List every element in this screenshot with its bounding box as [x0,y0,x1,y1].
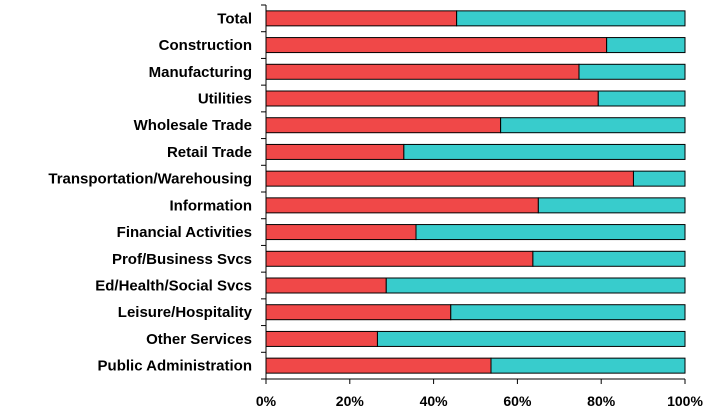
category-labels: Total Construction Manufacturing Utilities W… [48,10,252,374]
x-tick-label: 80% [587,393,616,409]
category-label: Transportation/Warehousing [48,171,252,188]
bar-segment-1-leisure-hospitality [265,304,452,321]
bar-segment-1-retail-trade [265,143,405,160]
category-label: Financial Activities [117,224,252,241]
x-tick-label: 20% [336,393,365,409]
bar-segment-2-utilities [597,90,686,107]
bar-segment-1-financial-activities [265,224,417,241]
category-label: Construction [159,37,252,54]
bar-segment-1-prof-business-svcs [265,250,534,267]
bar-segment-2-prof-business-svcs [532,250,686,267]
x-tick-label: 60% [503,393,532,409]
bar-segment-2-public-administration [490,357,686,374]
bar-segment-1-utilities [265,90,599,107]
x-axis: 0% 20% 40% 60% 80% 100% [256,4,703,409]
bar-segment-2-total [456,10,686,27]
category-label: Ed/Health/Social Svcs [95,278,252,295]
category-label: Leisure/Hospitality [118,304,253,321]
bars-group [265,10,686,374]
x-tick-label: 0% [256,393,277,409]
bar-segment-1-public-administration [265,357,492,374]
bar-segment-1-manufacturing [265,63,580,80]
bar-segment-1-wholesale-trade [265,117,502,134]
category-label: Utilities [198,91,252,108]
x-tick-label: 40% [420,393,449,409]
category-label: Information [170,197,253,214]
category-label: Wholesale Trade [134,117,252,134]
bar-segment-2-information [537,197,686,214]
bar-segment-2-manufacturing [578,63,686,80]
bar-segment-1-construction [265,37,608,54]
bar-segment-2-wholesale-trade [500,117,686,134]
category-label: Prof/Business Svcs [112,251,252,268]
bar-segment-2-leisure-hospitality [450,304,686,321]
bar-segment-2-ed-health-social-svcs [385,277,686,294]
bar-segment-2-transportation-warehousing [632,170,686,187]
category-label: Manufacturing [149,64,252,81]
bar-segment-1-transportation-warehousing [265,170,634,187]
bar-segment-1-ed-health-social-svcs [265,277,387,294]
bar-segment-2-construction [606,37,686,54]
x-tick-label: 100% [667,393,703,409]
bar-segment-1-total [265,10,458,27]
bar-segment-1-other-services [265,330,378,347]
category-label: Public Administration [98,358,252,375]
bar-segment-2-retail-trade [403,143,686,160]
bar-segment-2-financial-activities [415,224,686,241]
category-label: Total [217,10,252,27]
category-label: Retail Trade [167,144,252,161]
bar-segment-2-other-services [376,330,686,347]
category-label: Other Services [146,331,252,348]
bar-segment-1-information [265,197,539,214]
